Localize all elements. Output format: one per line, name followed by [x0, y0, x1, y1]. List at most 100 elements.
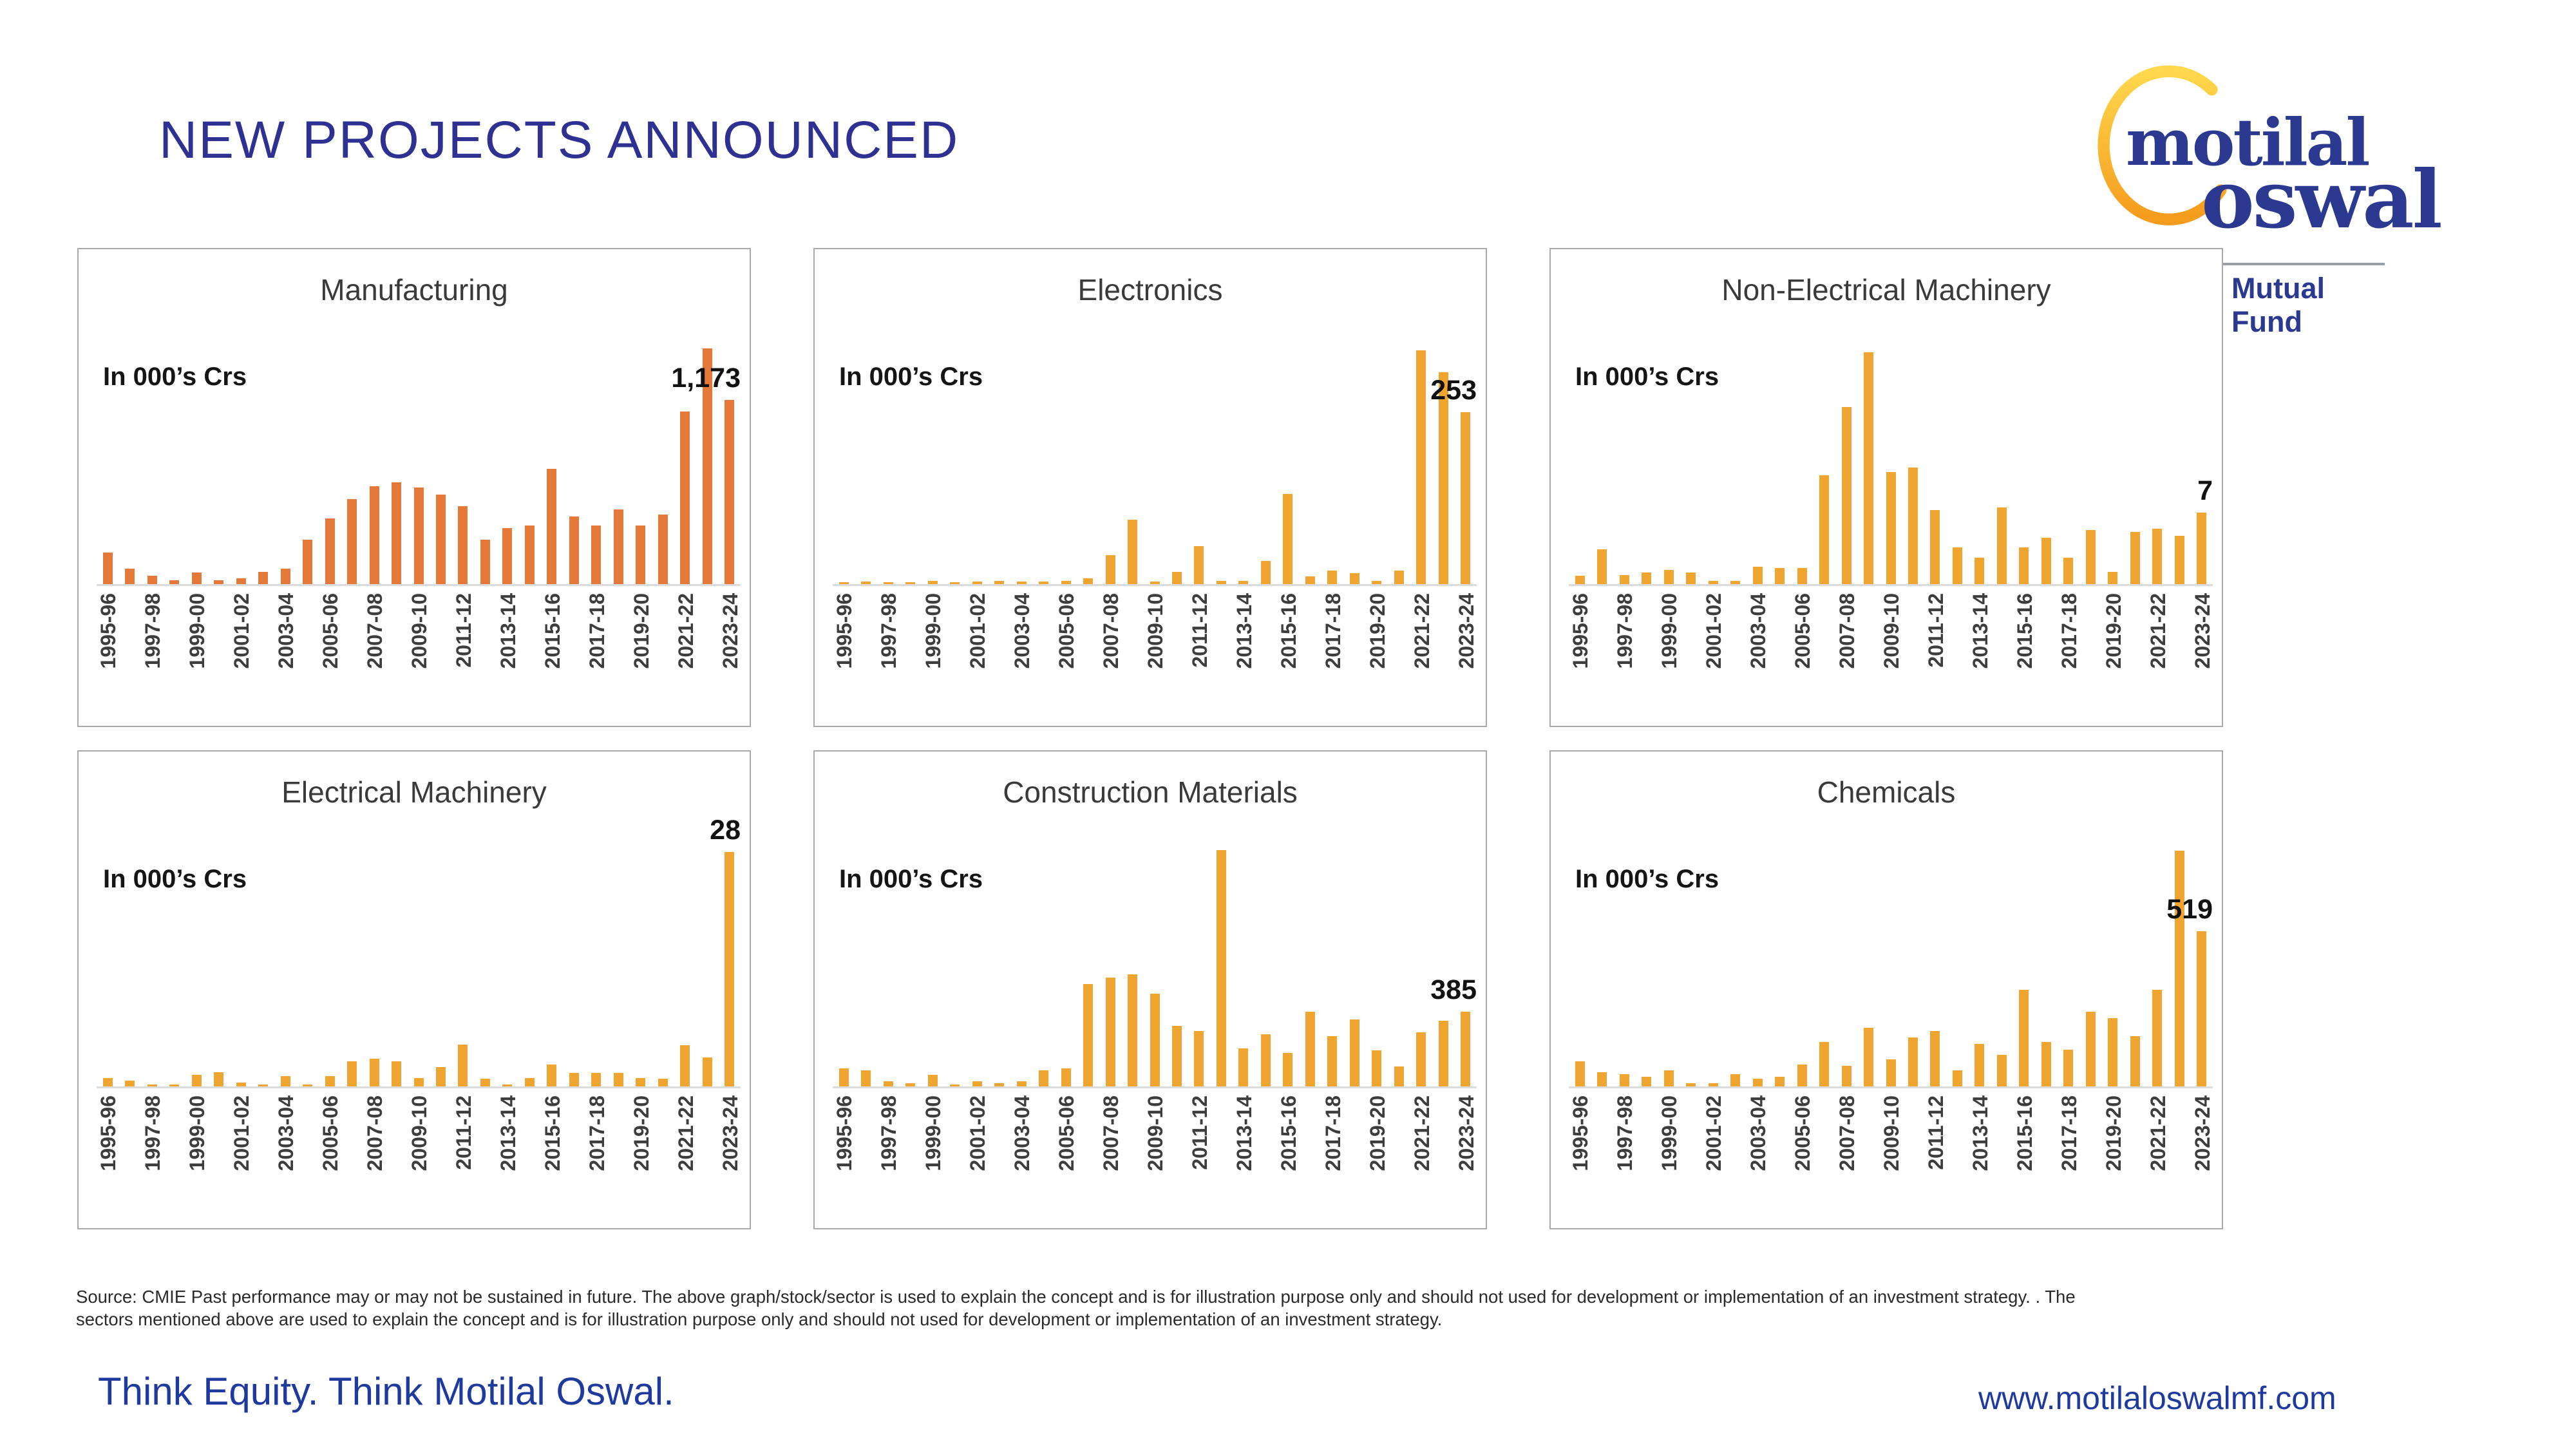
x-tick-label: 2019-20 — [1365, 1095, 1389, 1171]
x-tick-label: 2017-18 — [585, 1095, 609, 1171]
x-tick-label: 1999-00 — [922, 593, 945, 669]
bar-2019-20 — [1372, 580, 1382, 584]
bar-2022-23 — [1438, 1020, 1448, 1086]
bar-1997-98 — [883, 582, 893, 584]
bar-1996-97 — [125, 1080, 135, 1086]
x-tick-label: 1999-00 — [922, 1095, 945, 1171]
x-tick-label: 2009-10 — [1880, 1095, 1903, 1171]
bar-2020-21 — [2130, 531, 2140, 584]
bar-1998-99 — [905, 1083, 916, 1086]
bar-2012-13 — [1952, 547, 1962, 584]
bar-2008-09 — [1864, 352, 1874, 584]
x-tick-label: 2005-06 — [1055, 593, 1079, 669]
bar-1997-98 — [147, 575, 157, 584]
x-tick-label: 2001-02 — [1702, 593, 1726, 669]
bar-1998-99 — [1642, 573, 1652, 584]
x-tick-label: 2015-16 — [2012, 593, 2036, 669]
x-tick-label: 2007-08 — [363, 593, 387, 669]
x-tick-label: 2017-18 — [2057, 1095, 2081, 1171]
x-tick-label: 2007-08 — [363, 1095, 387, 1171]
bar-2001-02 — [236, 578, 246, 584]
x-tick-label: 2013-14 — [496, 1095, 520, 1171]
x-tick-label: 2011-12 — [451, 1095, 475, 1170]
bar-2018-19 — [2085, 1012, 2096, 1086]
x-tick-label: 2005-06 — [1791, 1095, 1815, 1171]
bar-1999-00 — [1663, 1070, 1674, 1086]
x-axis-line — [1569, 584, 2213, 586]
bar-2009-10 — [1150, 581, 1160, 584]
page-title: NEW PROJECTS ANNOUNCED — [159, 110, 960, 169]
x-tick-label: 2015-16 — [2012, 1095, 2036, 1171]
x-tick-label: 2021-22 — [674, 593, 697, 669]
bar-2002-03 — [1730, 1074, 1741, 1086]
x-tick-label: 2013-14 — [1232, 1095, 1256, 1171]
latest-value-label: 7 — [2197, 475, 2213, 506]
x-tick-label: 2017-18 — [2057, 593, 2081, 669]
bar-1995-96 — [102, 553, 113, 584]
bar-2002-03 — [994, 1083, 1005, 1086]
latest-value-label: 28 — [710, 815, 741, 846]
chart-panel-chemicals: Chemicals In 000’s Crs 1995-96 1997-98 1999-… — [1549, 750, 2223, 1229]
bar-1999-00 — [191, 1074, 202, 1086]
bar-1995-96 — [1575, 1061, 1585, 1086]
chart-panel-electronics: Electronics In 000’s Crs 1995-96 1997-98 199… — [813, 248, 1487, 727]
bar-2023-24 — [2197, 512, 2207, 584]
x-tick-label: 2023-24 — [718, 593, 742, 669]
bar-2020-21 — [1394, 1066, 1404, 1086]
bar-2022-23 — [702, 1057, 712, 1086]
x-tick-label: 2003-04 — [274, 593, 298, 669]
x-tick-label: 1995-96 — [833, 1095, 857, 1171]
chart-title: Electrical Machinery — [281, 775, 547, 809]
bar-2018-19 — [613, 509, 623, 584]
bar-2007-08 — [1105, 554, 1115, 584]
bar-2008-09 — [1128, 519, 1138, 584]
chart-panel-electrical-machinery: Electrical Machinery In 000’s Crs 1995-96 1… — [77, 750, 751, 1229]
bar-2017-18 — [2063, 557, 2074, 584]
unit-label: In 000’s Crs — [1575, 363, 1719, 391]
bar-2001-02 — [1708, 581, 1718, 584]
bar-2009-10 — [1886, 1059, 1896, 1086]
bar-2019-20 — [1372, 1050, 1382, 1086]
x-tick-label: 2011-12 — [1188, 1095, 1211, 1170]
bar-2013-14 — [1975, 1043, 1985, 1086]
bar-2007-08 — [1841, 1065, 1852, 1086]
bar-2023-24 — [724, 852, 735, 1086]
bar-2004-05 — [1775, 567, 1785, 584]
bar-2001-02 — [972, 1081, 982, 1086]
bar-2011-12 — [1930, 510, 1940, 584]
bar-2007-08 — [1105, 977, 1115, 1086]
x-tick-label: 2013-14 — [1232, 593, 1256, 669]
bar-2007-08 — [369, 1059, 379, 1086]
bar-2008-09 — [392, 1061, 402, 1086]
bar-1997-98 — [883, 1081, 893, 1086]
bar-2012-13 — [1216, 580, 1226, 584]
bar-2006-07 — [347, 1061, 357, 1086]
x-tick-label: 2001-02 — [1702, 1095, 1726, 1171]
bar-2007-08 — [369, 486, 379, 584]
x-tick-label: 1999-00 — [185, 1095, 209, 1171]
x-tick-label: 1997-98 — [1613, 593, 1637, 669]
bar-1997-98 — [1619, 574, 1629, 584]
x-axis-line — [97, 584, 741, 586]
bar-2011-12 — [1930, 1031, 1940, 1086]
latest-value-label: 385 — [1430, 974, 1477, 1005]
x-tick-label: 2005-06 — [319, 593, 343, 669]
x-tick-label: 2021-22 — [2146, 593, 2170, 669]
x-tick-label: 2019-20 — [629, 1095, 653, 1171]
x-tick-label: 1997-98 — [877, 593, 901, 669]
bar-2020-21 — [658, 1079, 668, 1086]
bar-1998-99 — [1642, 1077, 1652, 1086]
x-tick-label: 2023-24 — [1454, 1095, 1478, 1171]
logo-word-oswal: oswal — [2201, 153, 2443, 247]
bar-2009-10 — [413, 1078, 424, 1086]
bar-2014-15 — [1996, 507, 2007, 584]
source-note-line1: Source: CMIE Past performance may or may… — [76, 1286, 2076, 1307]
bar-2019-20 — [2108, 571, 2118, 584]
x-tick-label: 2019-20 — [1365, 593, 1389, 669]
bar-2015-16 — [1283, 1053, 1293, 1086]
bar-2014-15 — [1260, 561, 1271, 584]
bar-1998-99 — [905, 582, 916, 584]
bar-2001-02 — [236, 1082, 246, 1086]
x-tick-label: 2019-20 — [2101, 593, 2125, 669]
x-axis-line — [1569, 1086, 2213, 1088]
